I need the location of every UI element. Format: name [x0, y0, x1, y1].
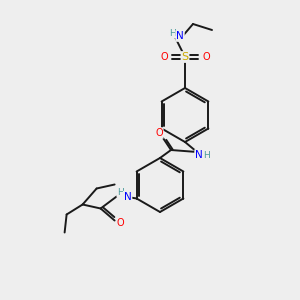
Text: O: O [160, 52, 168, 62]
Text: N: N [195, 150, 203, 160]
Text: H: H [117, 188, 124, 197]
Text: H: H [204, 151, 210, 160]
Text: O: O [117, 218, 124, 229]
Text: N: N [176, 31, 184, 41]
Text: N: N [124, 191, 131, 202]
Text: S: S [182, 52, 189, 62]
Text: H: H [169, 28, 176, 38]
Text: O: O [155, 128, 163, 138]
Text: O: O [202, 52, 210, 62]
